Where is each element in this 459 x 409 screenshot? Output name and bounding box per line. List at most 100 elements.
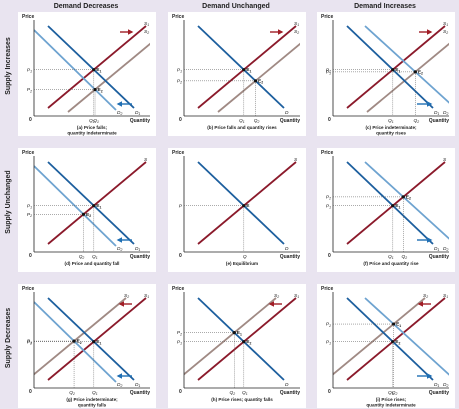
- panel-h: Price Quantity 0 S2 S1 D E2 E1 P2 P1 Q2 Q1(h) Price…: [168, 284, 306, 408]
- demand-curve-label: D2: [117, 110, 122, 116]
- curve-group: [346, 161, 449, 245]
- price-label: P1: [326, 69, 331, 75]
- panel-caption-line2: quantity falls: [78, 403, 107, 408]
- panel-caption: (i) Price rises;: [376, 397, 407, 402]
- quantity-label: Q2: [79, 254, 85, 260]
- quantity-label: Q2: [392, 390, 398, 396]
- supply-curve-label: S: [144, 157, 148, 163]
- quantity-label: Q1: [92, 390, 98, 396]
- equilibrium-label: E2: [86, 212, 91, 218]
- demand-curve: [34, 29, 117, 111]
- supply-curve: [346, 25, 446, 109]
- origin-label: 0: [29, 389, 32, 395]
- quantity-label: Q2: [69, 390, 75, 396]
- plot-area: Price Quantity 0 S D2 D1 E1 E2 P1 P2 Q2 Q1: [22, 150, 150, 260]
- equilibrium-label: E1: [96, 339, 101, 345]
- demand-curve: [47, 25, 135, 109]
- equilibrium-point: [401, 195, 405, 199]
- price-label: P2: [27, 87, 32, 93]
- row-header-supply-increases: Supply Increases: [5, 37, 12, 95]
- demand-curve-label: D1: [135, 382, 140, 388]
- equilibrium-point: [81, 212, 86, 216]
- y-axis-label: Price: [172, 150, 184, 156]
- quantity-label: Q1: [239, 118, 245, 124]
- x-axis-label: Quantity: [130, 390, 150, 396]
- origin-label: 0: [179, 253, 182, 259]
- origin-label: 0: [179, 117, 182, 123]
- equilibrium-point: [391, 68, 395, 72]
- row-header-supply-decreases: Supply Decreases: [5, 308, 12, 368]
- demand-curve: [364, 297, 449, 376]
- col-header-demand-unchanged: Demand Unchanged: [202, 3, 270, 10]
- equilibrium-label: E2: [246, 339, 251, 345]
- equilibrium-label: E1: [237, 330, 242, 336]
- supply-curve-label: S1: [144, 21, 149, 27]
- panel-e: Price Quantity 0 S D E P Q(e) Equilibrium: [168, 148, 306, 272]
- y-axis-label: Price: [321, 286, 333, 292]
- quantity-label: Q1: [92, 254, 98, 260]
- equilibrium-label: E2: [418, 69, 423, 75]
- panel-caption: (h) Price rises; quantity falls: [211, 397, 273, 402]
- supply-curve: [197, 25, 297, 109]
- demand-curve: [346, 297, 434, 381]
- origin-label: 0: [328, 117, 331, 123]
- panel-caption-line2: quantity indeterminate: [366, 403, 416, 408]
- quantity-label: Q2: [89, 118, 95, 124]
- equilibrium-point: [391, 204, 395, 208]
- supply-curve-label: S2: [294, 29, 299, 35]
- supply-curve: [47, 297, 147, 381]
- plot-area: Price Quantity 0 S1 S2 D E1 E2 P1 P2 Q1 Q2: [172, 14, 300, 124]
- equilibrium-label: E1: [396, 322, 401, 328]
- curve-group: [346, 25, 449, 113]
- demand-curve-label: D1: [434, 246, 439, 252]
- quantity-label: Q: [243, 254, 247, 260]
- quantity-label: Q1: [388, 254, 394, 260]
- price-label: P2: [177, 330, 182, 336]
- supply-curve-label: S2: [274, 293, 279, 299]
- supply-curve: [47, 25, 147, 109]
- equilibrium-label: E2: [77, 339, 82, 345]
- demand-curve-label: D1: [434, 382, 439, 388]
- equilibrium-label: E2: [258, 78, 263, 84]
- supply-curve-label: S2: [423, 293, 428, 299]
- demand-curve: [47, 161, 135, 245]
- supply-curve: [346, 161, 446, 245]
- equilibrium-point: [242, 340, 246, 344]
- demand-curve-label: D2: [443, 246, 448, 252]
- demand-curve-label: D2: [443, 382, 448, 388]
- curve-group: [333, 297, 449, 381]
- demand-curve: [47, 297, 135, 381]
- equilibrium-label: E1: [96, 67, 101, 73]
- equilibrium-label: E2: [395, 339, 400, 345]
- equilibrium-point: [72, 339, 76, 343]
- demand-curve: [346, 25, 434, 109]
- price-label: P2: [177, 78, 182, 84]
- demand-curve: [34, 165, 117, 247]
- supply-curve-label: S1: [294, 293, 299, 299]
- price-label: P1: [27, 339, 32, 345]
- panel-caption-line2: quantity indeterminate: [67, 131, 117, 136]
- supply-curve-label: S: [294, 157, 298, 163]
- equilibrium-point: [93, 87, 97, 92]
- supply-curve-label: S2: [124, 293, 129, 299]
- panel-caption: (b) Price falls and quantity rises: [207, 125, 277, 130]
- y-axis-label: Price: [22, 286, 34, 292]
- col-header-demand-decreases: Demand Decreases: [54, 3, 119, 10]
- panel-background: [317, 148, 455, 272]
- panel-f: Price Quantity 0 S D1 D2 E1 E2 P2 P1 Q1 Q2(f) Price…: [317, 148, 455, 272]
- curve-group: [34, 25, 150, 113]
- demand-curve-label: D1: [135, 246, 140, 252]
- equilibrium-label: E: [246, 203, 250, 209]
- equilibrium-label: E1: [395, 67, 400, 73]
- panel-background: [317, 284, 455, 408]
- origin-label: 0: [179, 389, 182, 395]
- equilibrium-label: E2: [406, 194, 411, 200]
- quantity-label: Q1: [242, 390, 248, 396]
